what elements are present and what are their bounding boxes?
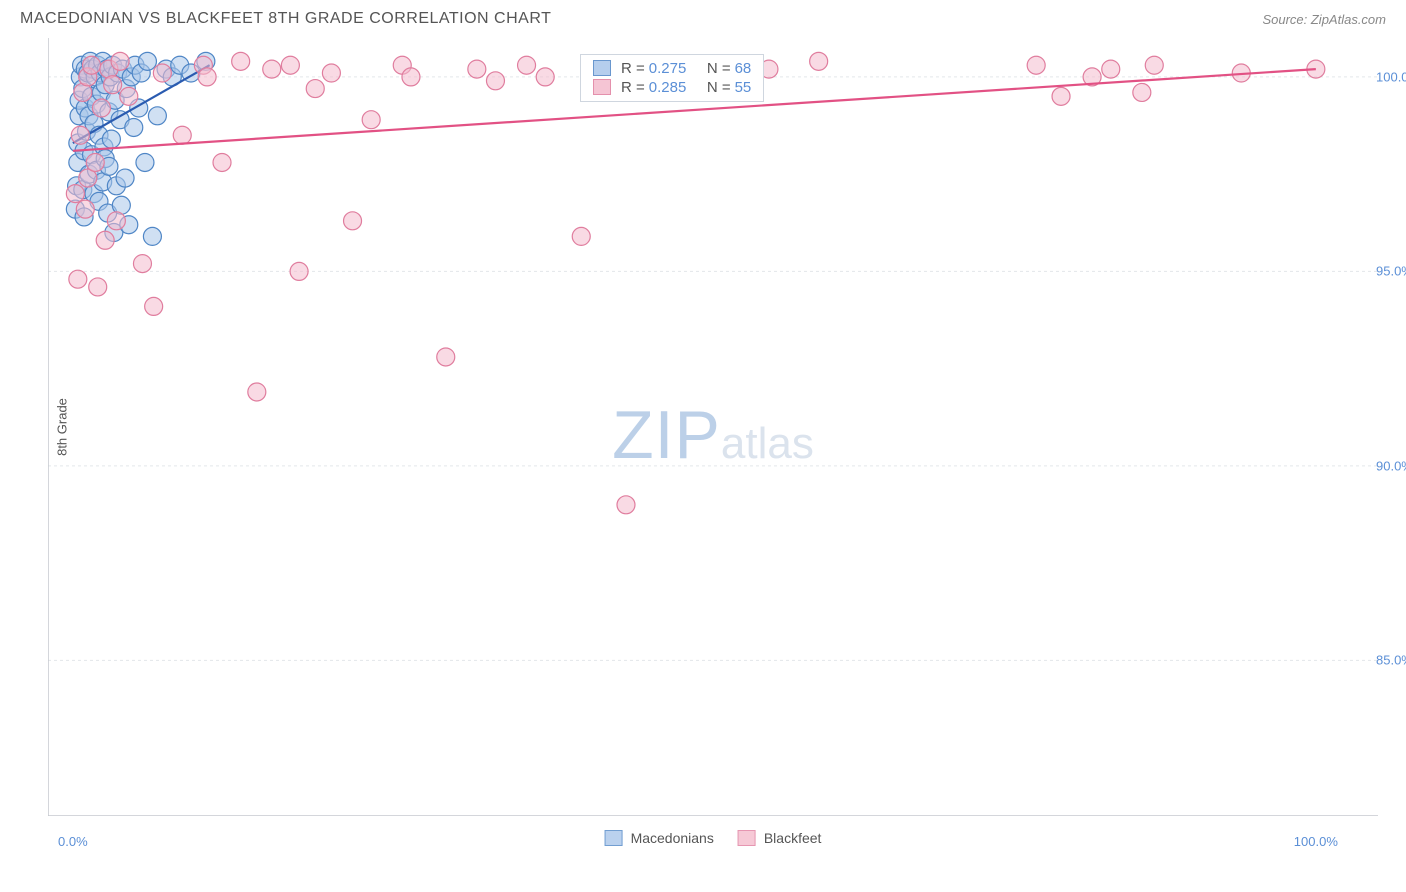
stats-row: R = 0.275 N = 68 xyxy=(593,59,751,78)
legend: Macedonians Blackfeet xyxy=(605,830,822,846)
legend-swatch-icon xyxy=(738,830,756,846)
stats-text: R = 0.285 N = 55 xyxy=(621,79,751,96)
stats-swatch-icon xyxy=(593,60,611,76)
y-axis-label: 8th Grade xyxy=(55,398,70,456)
y-tick-label: 90.0% xyxy=(1376,458,1406,473)
chart-container: 8th Grade ZIPatlas 100.0%95.0%90.0%85.0%… xyxy=(48,38,1392,816)
x-tick-label: 0.0% xyxy=(58,834,88,849)
stats-row: R = 0.285 N = 55 xyxy=(593,78,751,97)
legend-swatch-icon xyxy=(605,830,623,846)
legend-item: Blackfeet xyxy=(738,830,822,846)
chart-title: MACEDONIAN VS BLACKFEET 8TH GRADE CORREL… xyxy=(20,10,551,28)
legend-item: Macedonians xyxy=(605,830,714,846)
y-tick-label: 100.0% xyxy=(1376,69,1406,84)
stats-box: R = 0.275 N = 68 R = 0.285 N = 55 xyxy=(580,54,764,102)
source-name: ZipAtlas.com xyxy=(1311,12,1386,27)
y-tick-label: 95.0% xyxy=(1376,264,1406,279)
y-tick-label: 85.0% xyxy=(1376,653,1406,668)
source-prefix: Source: xyxy=(1262,12,1310,27)
scatter-plot: ZIPatlas xyxy=(48,38,1378,816)
legend-label: Blackfeet xyxy=(764,830,822,846)
stats-swatch-icon xyxy=(593,79,611,95)
legend-label: Macedonians xyxy=(631,830,714,846)
source-attribution: Source: ZipAtlas.com xyxy=(1262,12,1386,27)
stats-text: R = 0.275 N = 68 xyxy=(621,60,751,77)
x-tick-label: 100.0% xyxy=(1294,834,1338,849)
